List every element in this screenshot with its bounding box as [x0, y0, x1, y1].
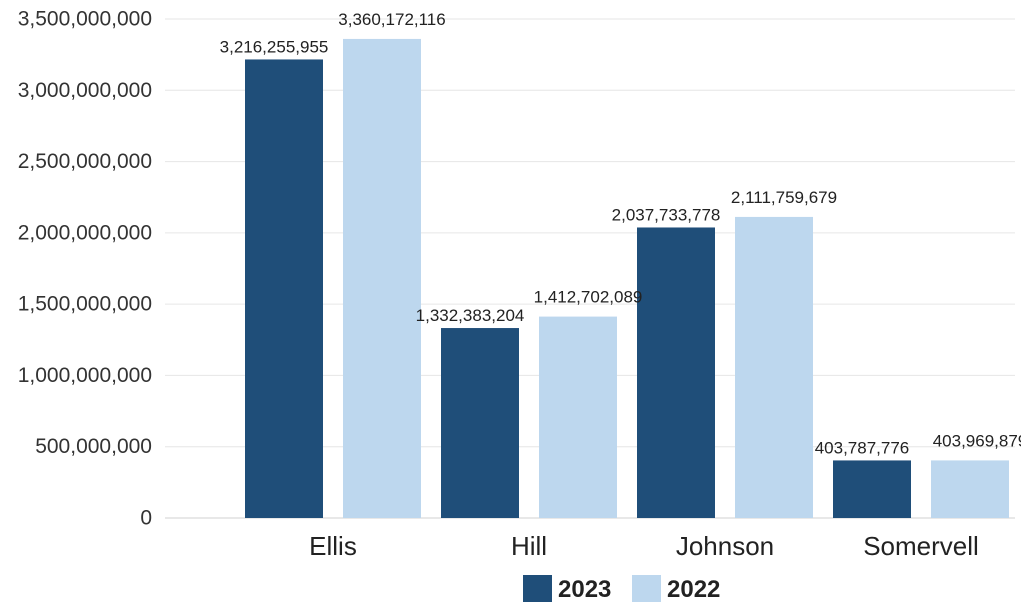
- legend-swatch-2023: [523, 575, 552, 602]
- bar-2022-hill: [539, 316, 617, 518]
- y-tick-label: 2,000,000,000: [18, 221, 152, 244]
- y-tick-label: 2,500,000,000: [18, 150, 152, 173]
- category-label-ellis: Ellis: [309, 531, 357, 561]
- data-label: 1,412,702,089: [534, 288, 643, 307]
- y-tick-label: 1,500,000,000: [18, 293, 152, 316]
- category-label-somervell: Somervell: [863, 531, 979, 561]
- legend-label-2022: 2022: [667, 576, 720, 602]
- category-label-johnson: Johnson: [676, 531, 774, 561]
- data-label: 2,111,759,679: [731, 188, 837, 207]
- bar-2023-ellis: [245, 59, 323, 518]
- y-tick-label: 3,500,000,000: [18, 8, 152, 31]
- bar-2022-somervell: [931, 460, 1009, 518]
- legend: 2023 2022: [523, 575, 720, 602]
- y-tick-label: 3,000,000,000: [18, 79, 152, 102]
- y-tick-label: 1,000,000,000: [18, 364, 152, 387]
- category-label-hill: Hill: [511, 531, 547, 561]
- bar-2023-hill: [441, 328, 519, 518]
- data-labels: 3,216,255,955 3,360,172,116 1,332,383,204 1…: [220, 10, 1021, 457]
- data-label: 403,969,879: [933, 431, 1021, 450]
- bar-2022-ellis: [343, 38, 421, 519]
- y-tick-label: 500,000,000: [35, 435, 152, 458]
- legend-label-2023: 2023: [558, 576, 611, 602]
- y-tick-label: 0: [140, 507, 152, 530]
- x-axis-category-labels: Ellis Hill Johnson Somervell: [309, 531, 979, 561]
- bars: [245, 38, 1009, 519]
- bar-2022-johnson: [735, 216, 813, 518]
- data-label: 2,037,733,778: [612, 205, 721, 224]
- y-axis-tick-labels: 0 500,000,000 1,000,000,000 1,500,000,000 2,…: [18, 8, 152, 530]
- data-label: 3,360,172,116: [338, 10, 445, 29]
- data-label: 403,787,776: [815, 438, 910, 457]
- data-label: 1,332,383,204: [416, 306, 525, 325]
- bar-2023-somervell: [833, 460, 911, 518]
- data-label: 3,216,255,955: [220, 37, 329, 56]
- bar-2023-johnson: [637, 227, 715, 518]
- legend-swatch-2022: [632, 575, 661, 602]
